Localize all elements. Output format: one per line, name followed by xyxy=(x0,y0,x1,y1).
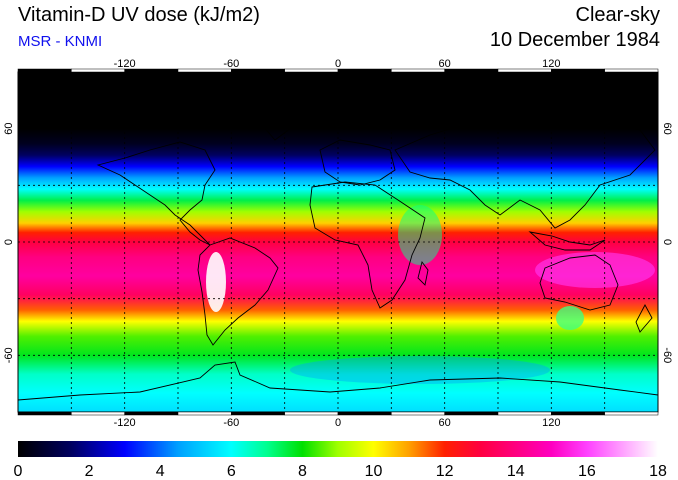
longitude-label: 0 xyxy=(335,58,341,70)
colorbar-tick-label: 8 xyxy=(298,463,307,480)
frame-tick-segment xyxy=(497,411,552,416)
colorbar-tick-label: 0 xyxy=(14,463,23,480)
colorbar-tick-label: 16 xyxy=(578,463,596,480)
madagascar-coast xyxy=(417,260,429,286)
australia-coast xyxy=(539,254,619,311)
frame-tick-segment xyxy=(124,411,179,416)
frame-tick-segment xyxy=(231,68,285,73)
colorbar-tick-label: 12 xyxy=(436,463,454,480)
frame-tick-segment xyxy=(284,411,339,416)
colorbar-tick-label: 10 xyxy=(365,463,383,480)
andes-high-dose xyxy=(206,252,226,312)
frame-tick-segment xyxy=(177,411,232,416)
frame-tick-segment xyxy=(17,411,72,416)
longitude-labels-bottom: -120 -60 0 60 120 xyxy=(114,417,561,429)
south-pacific-low-dose xyxy=(556,306,584,330)
frame-tick-segment xyxy=(604,411,659,416)
longitude-label: 60 xyxy=(439,58,451,70)
europe-coast xyxy=(319,139,396,186)
frame-tick-segment xyxy=(444,411,499,416)
longitude-label: 120 xyxy=(542,58,560,70)
central-africa-low-dose xyxy=(398,205,442,265)
colorbar xyxy=(18,441,658,457)
latitude-labels-left: 60 0 -60 xyxy=(3,123,15,364)
colorbar-tick-label: 18 xyxy=(649,463,667,480)
latitude-label: 0 xyxy=(3,239,15,245)
latitude-label: 0 xyxy=(661,239,673,245)
frame-tick-segment xyxy=(551,411,605,416)
sky-condition-label: Clear-sky xyxy=(575,4,660,26)
source-label: MSR - KNMI xyxy=(18,33,103,50)
new-zealand-coast xyxy=(635,304,653,333)
longitude-label: -60 xyxy=(223,58,239,70)
antarctica-coast xyxy=(18,361,658,401)
north-america-coast xyxy=(96,141,216,246)
colorbar-tick-label: 2 xyxy=(85,463,94,480)
latitude-labels-right: 60 0 -60 xyxy=(661,123,673,364)
coastlines xyxy=(18,87,658,401)
latitude-label: -60 xyxy=(661,347,673,363)
africa-coast xyxy=(309,181,426,309)
colorbar-tick-label: 14 xyxy=(507,463,525,480)
latitude-label: -60 xyxy=(3,347,15,363)
frame-tick-segment xyxy=(231,411,285,416)
map-title: Vitamin-D UV dose (kJ/m2) xyxy=(18,4,260,26)
frame-ticks xyxy=(17,68,659,416)
longitude-label: 0 xyxy=(335,417,341,429)
frame-tick-segment xyxy=(391,68,445,73)
greenland-coast xyxy=(254,87,306,141)
frame-tick-segment xyxy=(337,68,392,73)
frame-tick-segment xyxy=(71,411,125,416)
longitude-label: -60 xyxy=(223,417,239,429)
australia-high-dose xyxy=(535,252,655,288)
latitude-label: 60 xyxy=(3,123,15,135)
frame-tick-segment xyxy=(604,68,659,73)
frame-tick-segment xyxy=(391,411,445,416)
frame-tick-segment xyxy=(284,68,339,73)
longitude-label: -120 xyxy=(114,417,136,429)
frame-tick-segment xyxy=(337,411,392,416)
longitude-labels-top: -120 -60 0 60 120 xyxy=(114,58,561,70)
indonesia-coast xyxy=(528,231,606,251)
date-label: 10 December 1984 xyxy=(489,29,660,51)
map-area xyxy=(18,72,658,412)
frame-tick-segment xyxy=(17,68,72,73)
latitude-label: 60 xyxy=(661,123,673,135)
longitude-label: 120 xyxy=(542,417,560,429)
colorbar-tick-label: 6 xyxy=(227,463,236,480)
asia-coast xyxy=(394,114,656,229)
colorbar-tick-label: 4 xyxy=(156,463,165,480)
graticule xyxy=(18,72,658,412)
longitude-label: -120 xyxy=(114,58,136,70)
colorbar-labels: 0 2 4 6 8 10 12 14 16 18 xyxy=(14,463,667,480)
longitude-label: 60 xyxy=(439,417,451,429)
frame-tick-segment xyxy=(444,68,499,73)
antarctic-band xyxy=(290,356,550,384)
